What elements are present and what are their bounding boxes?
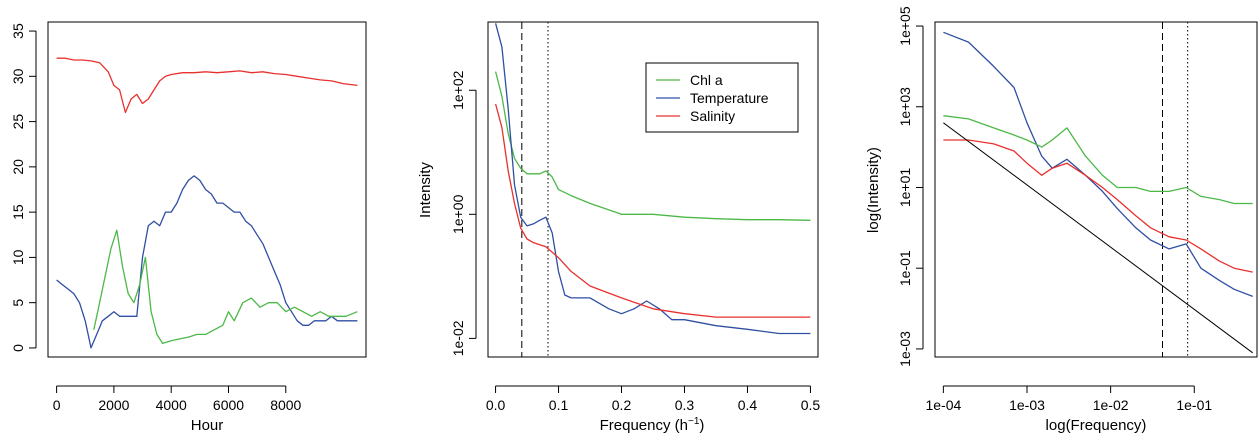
y-tick-label: 1e+03 — [897, 87, 913, 127]
x-tick-label: 0.4 — [738, 397, 758, 413]
hour-timeseries-panel: 0 2000 4000 6000 8000 0 5 10 15 20 25 30 35 Hour — [10, 21, 367, 434]
series-group — [943, 31, 1253, 354]
y-tick-label: 1e+02 — [450, 70, 466, 110]
x-axis: 0.0 0.1 0.2 0.3 0.4 0.5 — [486, 385, 821, 413]
legend-label: Salinity — [690, 108, 735, 124]
plot-frame — [934, 21, 1258, 358]
x-tick-label: 8000 — [270, 397, 301, 413]
y-tick-label: 35 — [10, 23, 26, 39]
y-tick-label: 1e-02 — [450, 320, 466, 356]
x-axis-label: Hour — [191, 417, 224, 434]
y-axis: 1e-03 1e-01 1e+01 1e+03 1e+05 — [897, 6, 924, 367]
series-line-chl-a — [56, 57, 358, 114]
y-tick-label: 1e-01 — [897, 250, 913, 286]
y-tick-label: 30 — [10, 68, 26, 84]
x-tick-label: 1e-01 — [1176, 397, 1212, 413]
x-axis-label: log(Frequency) — [1046, 417, 1147, 434]
x-tick-label: 0 — [53, 397, 61, 413]
y-tick-label: 1e+01 — [897, 168, 913, 208]
series-line-chl-a — [494, 71, 811, 221]
y-tick-label: 0 — [10, 344, 26, 352]
series-line-chl-a — [943, 31, 1253, 298]
plot-frame — [47, 21, 367, 358]
x-axis-label: Frequency (h−1) — [600, 416, 705, 434]
reference-lines — [521, 22, 549, 357]
series-line-temperature — [943, 115, 1253, 205]
x-tick-label: 0.2 — [612, 397, 632, 413]
x-tick-label: 1e-03 — [1009, 397, 1045, 413]
x-tick-label: 2000 — [98, 397, 129, 413]
legend-label: Temperature — [690, 90, 769, 106]
plot-frame — [487, 21, 819, 358]
x-tick-label: 6000 — [213, 397, 244, 413]
y-axis: 1e-02 1e+00 1e+02 — [450, 70, 477, 356]
series-group — [56, 57, 358, 349]
legend: Chl a Temperature Salinity — [645, 62, 799, 133]
x-tick-label: 0.1 — [549, 397, 569, 413]
log-log-spectrum-panel: 1e-04 1e-03 1e-02 1e-01 1e-03 1e-01 1e+01 1e+0… — [865, 6, 1258, 434]
y-tick-label: 1e+05 — [897, 6, 913, 46]
legend-label: Chl a — [690, 72, 723, 88]
reference-lines — [1162, 22, 1189, 357]
x-axis: 1e-04 1e-03 1e-02 1e-01 — [925, 385, 1212, 413]
series-line-temperature — [56, 175, 358, 349]
y-axis-label: Intensity — [417, 162, 434, 218]
series-line-salinity — [494, 103, 811, 318]
y-tick-label: 10 — [10, 249, 26, 265]
x-tick-label: 1e-04 — [925, 397, 961, 413]
y-axis-label: log(Intensity) — [865, 147, 882, 233]
series-line-temperature — [494, 23, 811, 335]
y-tick-label: 1e-03 — [897, 331, 913, 367]
y-tick-label: 25 — [10, 114, 26, 130]
series-group — [494, 23, 811, 335]
series-line-salinity — [943, 139, 1253, 273]
x-tick-label: 0.5 — [801, 397, 821, 413]
y-tick-label: 5 — [10, 299, 26, 307]
x-tick-label: 0.0 — [486, 397, 506, 413]
series-line-salinity — [93, 229, 358, 345]
y-axis: 0 5 10 15 20 25 30 35 — [10, 23, 37, 352]
y-tick-label: 15 — [10, 204, 26, 220]
x-tick-label: 4000 — [156, 397, 187, 413]
x-tick-label: 0.3 — [675, 397, 695, 413]
y-tick-label: 1e+00 — [450, 194, 466, 234]
frequency-intensity-panel: 0.0 0.1 0.2 0.3 0.4 0.5 1e-02 1e+00 1e+02 Frequ… — [417, 21, 821, 434]
x-axis: 0 2000 4000 6000 8000 — [53, 385, 302, 413]
x-tick-label: 1e-02 — [1093, 397, 1129, 413]
reference-slope-line — [943, 122, 1253, 354]
y-tick-label: 20 — [10, 159, 26, 175]
